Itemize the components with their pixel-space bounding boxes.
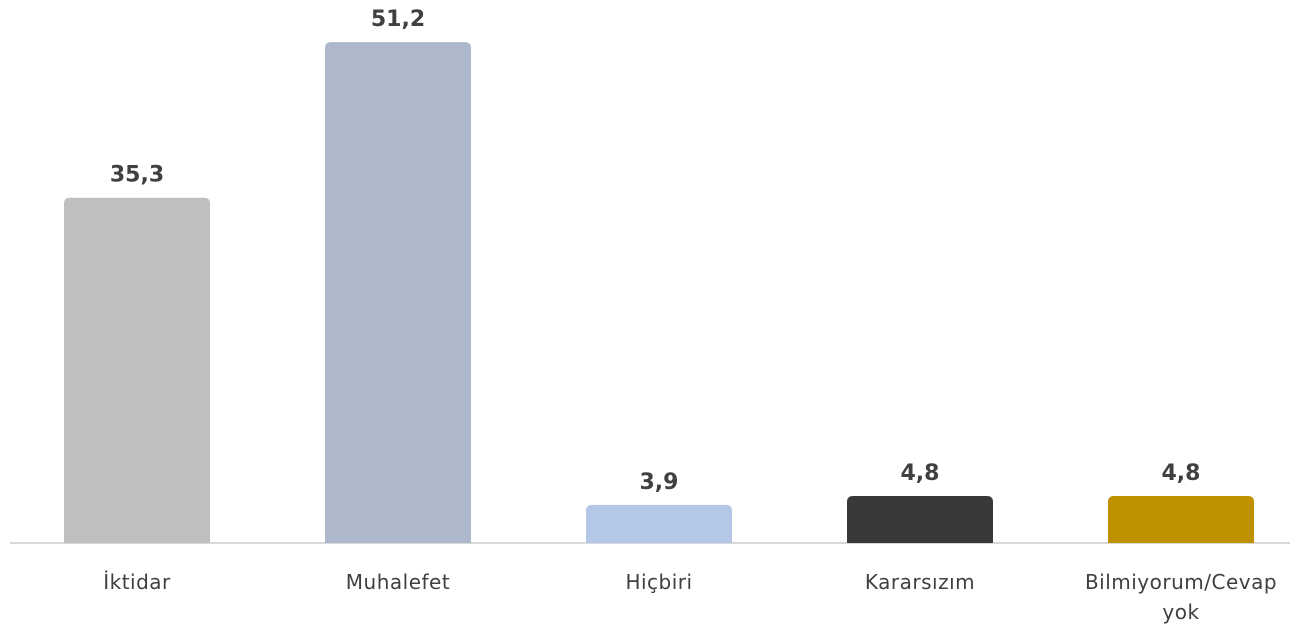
x-tick-label: Bilmiyorum/Cevap yok <box>1084 570 1278 624</box>
bar <box>64 197 210 543</box>
x-tick-label: Hiçbiri <box>625 570 693 594</box>
bar <box>847 496 993 543</box>
bar <box>325 42 471 544</box>
value-label: 35,3 <box>110 163 164 188</box>
value-label: 4,8 <box>901 461 940 486</box>
x-tick-label: İktidar <box>103 570 171 594</box>
x-tick-label: Kararsızım <box>864 570 976 594</box>
x-tick-label: Muhalefet <box>345 570 451 594</box>
bar <box>586 504 732 543</box>
value-label: 51,2 <box>371 7 425 32</box>
bar <box>1108 496 1254 543</box>
value-label: 3,9 <box>640 470 679 495</box>
value-label: 4,8 <box>1162 461 1201 486</box>
